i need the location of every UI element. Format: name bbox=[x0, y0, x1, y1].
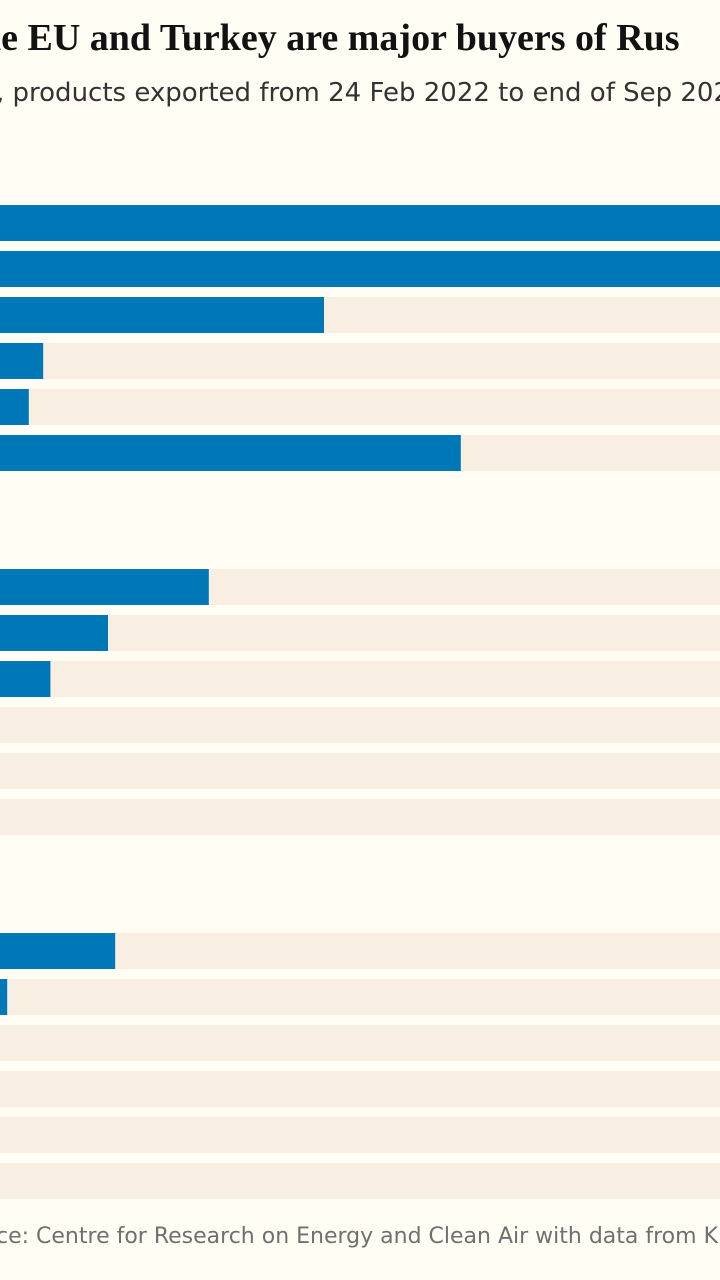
bar-track bbox=[0, 799, 720, 835]
bar-track bbox=[0, 1071, 720, 1107]
bar-track bbox=[0, 389, 720, 425]
bar bbox=[0, 615, 108, 651]
bar bbox=[0, 297, 324, 333]
bar-track bbox=[0, 343, 720, 379]
bar bbox=[0, 933, 116, 969]
source-note: ce: Centre for Research on Energy and Cl… bbox=[0, 1224, 720, 1249]
bar bbox=[0, 343, 44, 379]
bar bbox=[0, 569, 209, 605]
chart-subtitle: , products exported from 24 Feb 2022 to … bbox=[0, 78, 720, 108]
bar-track bbox=[0, 1025, 720, 1061]
chart-title: he EU and Turkey are major buyers of Rus bbox=[0, 17, 680, 59]
bar bbox=[0, 661, 51, 697]
bar-track bbox=[0, 979, 720, 1015]
bar-track bbox=[0, 1117, 720, 1153]
bar-track bbox=[0, 933, 720, 969]
bar-track bbox=[0, 753, 720, 789]
bar bbox=[0, 205, 720, 241]
bar-track bbox=[0, 661, 720, 697]
bar bbox=[0, 979, 8, 1015]
bar bbox=[0, 389, 29, 425]
bar-track bbox=[0, 615, 720, 651]
bar bbox=[0, 435, 461, 471]
bar-track bbox=[0, 707, 720, 743]
bar bbox=[0, 251, 720, 287]
bar-track bbox=[0, 1163, 720, 1199]
